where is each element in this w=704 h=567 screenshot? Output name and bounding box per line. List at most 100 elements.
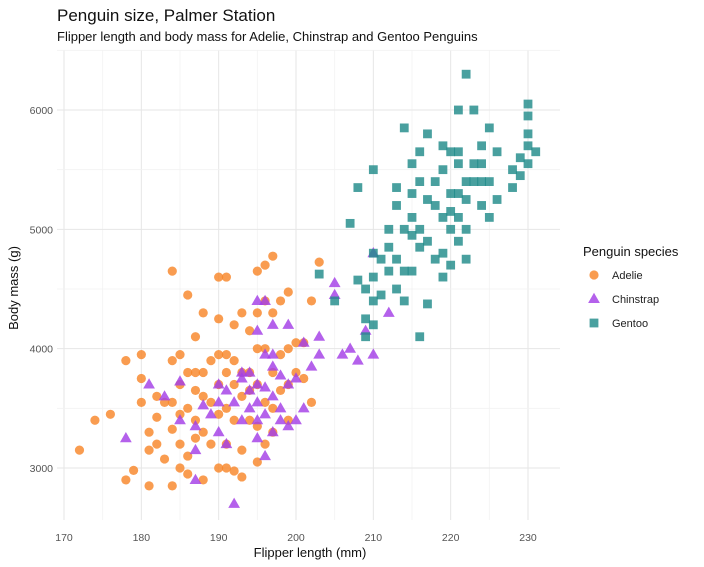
- chinstrap-legend-key: [588, 292, 600, 304]
- gentoo-point: [361, 284, 370, 294]
- gentoo-point: [399, 123, 409, 133]
- adelie-point: [229, 356, 239, 366]
- gentoo-point: [368, 165, 378, 175]
- gentoo-point: [454, 236, 463, 246]
- y-tick-label: 6000: [30, 105, 54, 117]
- gentoo-point: [399, 224, 409, 234]
- chinstrap-point: [290, 414, 302, 425]
- adelie-point: [214, 463, 224, 473]
- chinstrap-point: [297, 336, 310, 347]
- grid-lines: [57, 49, 560, 520]
- chinstrap-point: [205, 408, 217, 419]
- gentoo-point: [492, 195, 502, 204]
- gentoo-point: [415, 177, 425, 186]
- adelie-point: [198, 391, 208, 401]
- chinstrap-point: [143, 378, 155, 389]
- gentoo-point: [438, 141, 448, 151]
- adelie-point: [306, 397, 317, 407]
- adelie-point: [314, 257, 324, 267]
- gentoo-point: [523, 159, 533, 169]
- legend: Penguin species Adelie Chinstrap Gentoo: [583, 244, 679, 330]
- chinstrap-point: [189, 443, 202, 455]
- gentoo-point: [461, 254, 471, 264]
- y-tick-label: 4000: [30, 344, 54, 356]
- data-points: [74, 69, 541, 508]
- chinstrap-point: [266, 348, 279, 359]
- adelie-point: [221, 350, 231, 360]
- adelie-point: [221, 463, 231, 473]
- y-axis-label: Body mass (g): [6, 246, 21, 330]
- adelie-point: [229, 415, 239, 425]
- adelie-point: [144, 445, 154, 455]
- legend-label-chinstrap: Chinstrap: [612, 294, 659, 306]
- adelie-point: [74, 445, 85, 455]
- gentoo-point: [469, 105, 479, 115]
- chinstrap-point: [251, 431, 264, 443]
- gentoo-point: [454, 105, 463, 115]
- gentoo-point: [446, 224, 456, 234]
- gentoo-point: [376, 290, 386, 300]
- chinstrap-point: [359, 324, 372, 335]
- chinstrap-point: [367, 348, 380, 359]
- chinstrap-point: [259, 348, 271, 359]
- gentoo-point: [461, 177, 471, 186]
- gentoo-point: [446, 260, 456, 270]
- adelie-point: [198, 475, 208, 485]
- adelie-point: [237, 472, 247, 482]
- chinstrap-point: [243, 384, 256, 395]
- x-tick-label: 220: [442, 532, 460, 544]
- gentoo-point: [430, 177, 440, 186]
- adelie-point: [214, 409, 224, 419]
- gentoo-point: [407, 213, 417, 222]
- gentoo-point: [438, 165, 448, 175]
- gentoo-point: [384, 242, 394, 252]
- chinstrap-point: [266, 318, 279, 329]
- chinstrap-point: [290, 372, 302, 383]
- chinstrap-point: [328, 288, 341, 299]
- x-tick-label: 210: [365, 532, 383, 544]
- gentoo-point: [361, 332, 370, 342]
- chinstrap-point: [266, 360, 279, 371]
- adelie-point: [283, 287, 293, 297]
- gentoo-point: [430, 254, 440, 264]
- adelie-point: [268, 403, 278, 413]
- legend-label-gentoo: Gentoo: [612, 318, 648, 330]
- x-tick-label: 190: [210, 532, 228, 544]
- gentoo-point: [531, 147, 541, 157]
- chinstrap-point: [251, 396, 264, 407]
- gentoo-point: [515, 171, 525, 181]
- gentoo-point: [523, 111, 533, 121]
- gentoo-point: [368, 248, 378, 258]
- gentoo-point: [392, 201, 401, 210]
- chinstrap-point: [251, 324, 264, 335]
- gentoo-point: [415, 147, 425, 157]
- gentoo-point: [446, 147, 456, 157]
- chinstrap-point: [297, 402, 310, 413]
- adelie-point: [283, 344, 293, 354]
- adelie-point: [183, 469, 193, 479]
- adelie-point: [229, 466, 239, 476]
- x-tick-label: 230: [519, 532, 537, 544]
- gentoo-point: [415, 224, 425, 234]
- gentoo-point: [438, 248, 448, 258]
- chinstrap-point: [243, 402, 256, 413]
- gentoo-point: [438, 272, 448, 282]
- chinstrap-point: [174, 375, 186, 386]
- chinstrap-point: [189, 420, 202, 431]
- gentoo-point: [392, 254, 401, 264]
- y-tick-label: 5000: [30, 224, 54, 236]
- gentoo-point: [438, 213, 448, 222]
- adelie-point: [190, 433, 201, 443]
- adelie-point: [129, 465, 139, 475]
- chinstrap-point: [197, 399, 210, 410]
- gentoo-point: [353, 183, 363, 192]
- gentoo-point: [469, 159, 479, 169]
- adelie-point: [291, 338, 301, 348]
- gentoo-point: [523, 141, 533, 151]
- gentoo-point: [454, 213, 463, 222]
- x-tick-label: 180: [133, 532, 151, 544]
- adelie-point: [121, 475, 131, 485]
- gentoo-legend-key: [589, 318, 599, 328]
- gentoo-point: [314, 269, 324, 279]
